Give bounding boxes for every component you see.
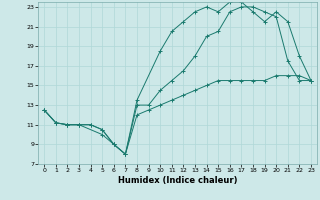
X-axis label: Humidex (Indice chaleur): Humidex (Indice chaleur) — [118, 176, 237, 185]
